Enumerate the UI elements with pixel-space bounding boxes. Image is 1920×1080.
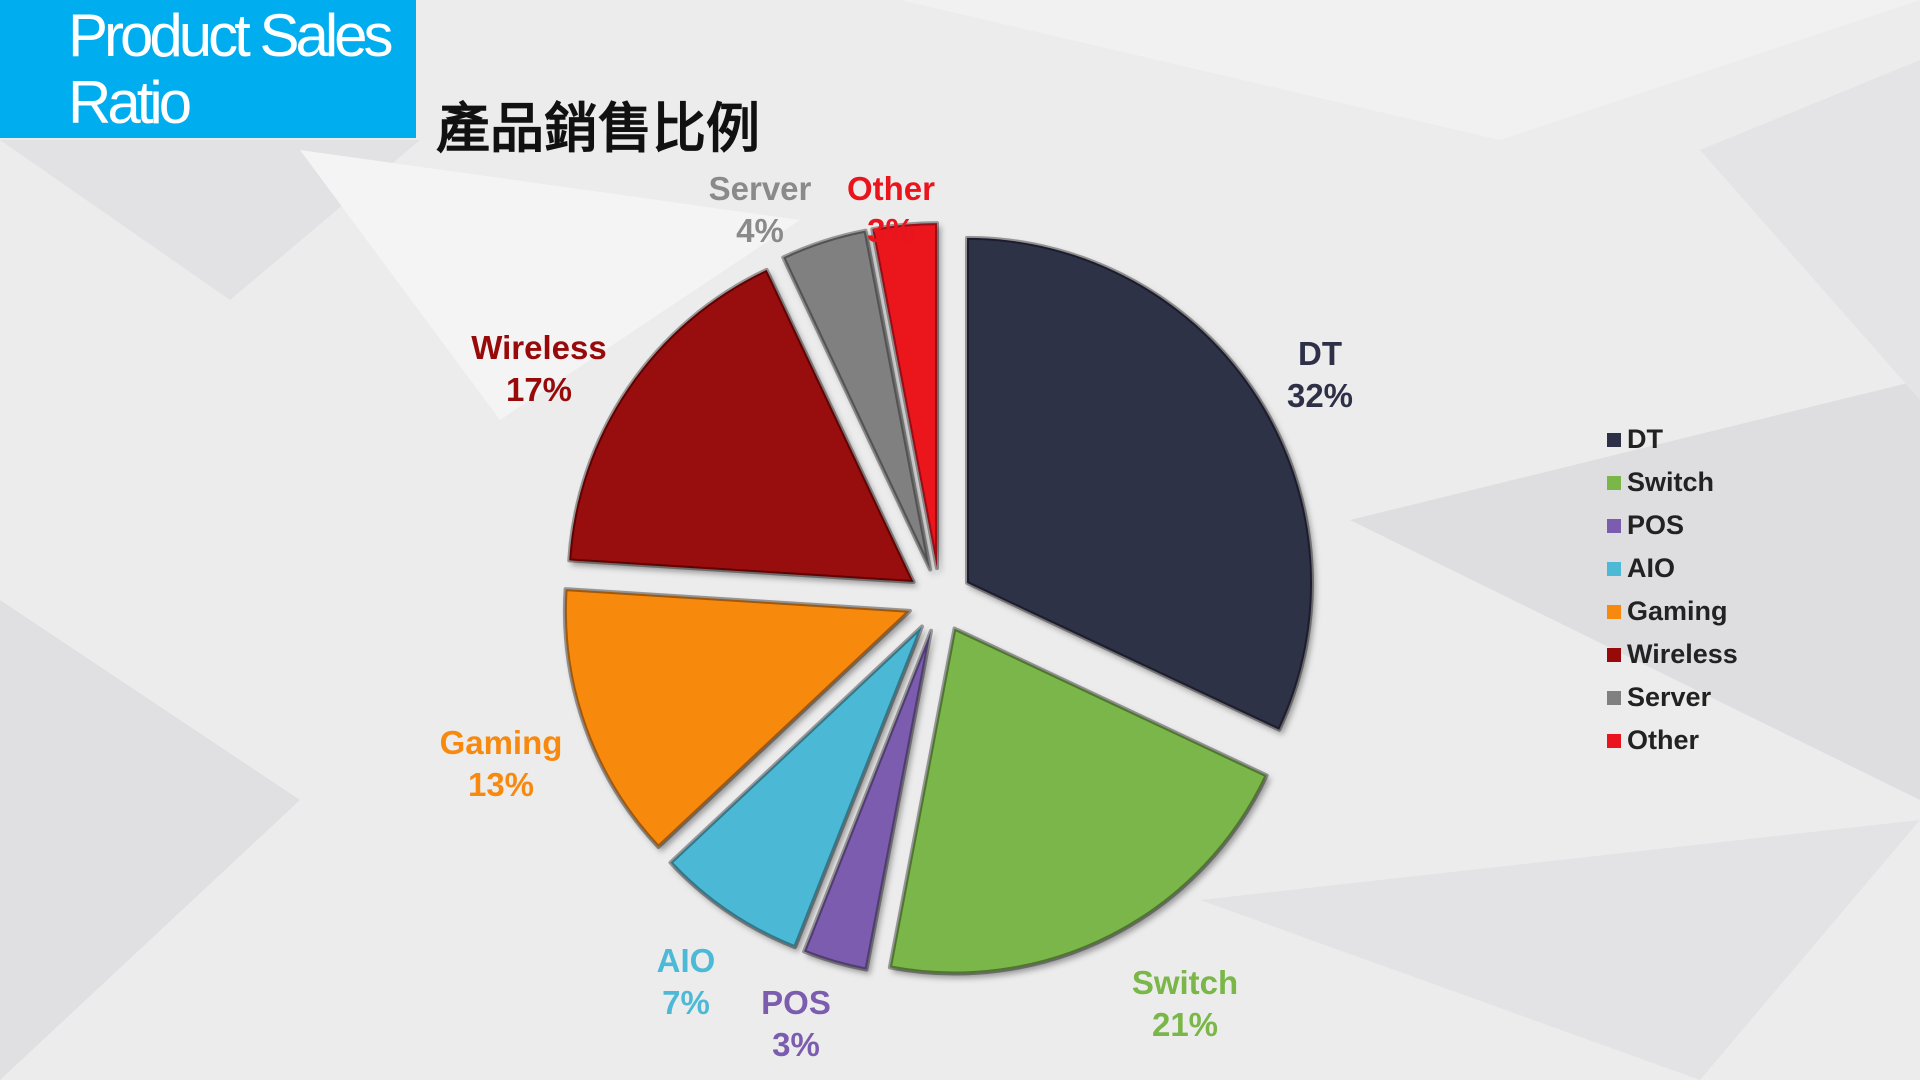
legend-swatch: [1607, 561, 1621, 576]
pie-slice-aio: [668, 624, 925, 950]
pie-slice-wireless: [567, 267, 916, 585]
data-label-pos: POS 3%: [761, 984, 831, 1063]
pie-slice-pos: [802, 628, 934, 972]
legend-swatch: [1607, 647, 1621, 662]
legend-label: Other: [1627, 725, 1700, 755]
legend-item-switch: Switch: [1607, 461, 1738, 504]
title-chinese: 產品銷售比例: [436, 97, 760, 160]
legend: DT Switch POS AIO Gaming Wireless Server Other: [1607, 418, 1738, 762]
data-label-aio: AIO 7%: [657, 942, 716, 1021]
legend-swatch: [1607, 432, 1621, 447]
legend-swatch: [1607, 518, 1621, 533]
legend-item-dt: DT: [1607, 418, 1738, 461]
legend-item-server: Server: [1607, 676, 1738, 719]
title-banner: Product Sales Ratio: [0, 0, 416, 138]
data-label-switch: Switch 21%: [1132, 964, 1238, 1043]
legend-swatch: [1607, 604, 1621, 619]
data-label-wireless: Wireless 17%: [471, 329, 606, 408]
legend-label: AIO: [1627, 553, 1676, 583]
pie-slice-switch: [887, 626, 1269, 976]
legend-item-wireless: Wireless: [1607, 633, 1738, 676]
pie-slice-dt: [965, 235, 1315, 732]
legend-swatch: [1607, 733, 1621, 748]
legend-item-aio: AIO: [1607, 547, 1738, 590]
legend-item-pos: POS: [1607, 504, 1738, 547]
legend-label: Server: [1627, 682, 1712, 712]
legend-label: Wireless: [1627, 639, 1738, 669]
legend-label: Gaming: [1627, 596, 1728, 626]
legend-label: POS: [1627, 510, 1685, 540]
legend-item-gaming: Gaming: [1607, 590, 1738, 633]
data-label-other: Other 3%: [847, 170, 935, 249]
legend-swatch: [1607, 475, 1621, 490]
pie-slice-server: [781, 228, 933, 572]
data-label-server: Server 4%: [709, 170, 812, 249]
pie-slice-other: [870, 221, 939, 571]
legend-label: DT: [1627, 424, 1663, 454]
legend-swatch: [1607, 690, 1621, 705]
legend-label: Switch: [1627, 467, 1715, 497]
title-english: Product Sales Ratio: [68, 2, 394, 136]
data-label-gaming: Gaming 13%: [440, 724, 563, 803]
legend-item-other: Other: [1607, 719, 1738, 762]
pie-slice-gaming: [562, 587, 912, 850]
data-label-dt: DT 32%: [1287, 335, 1353, 414]
